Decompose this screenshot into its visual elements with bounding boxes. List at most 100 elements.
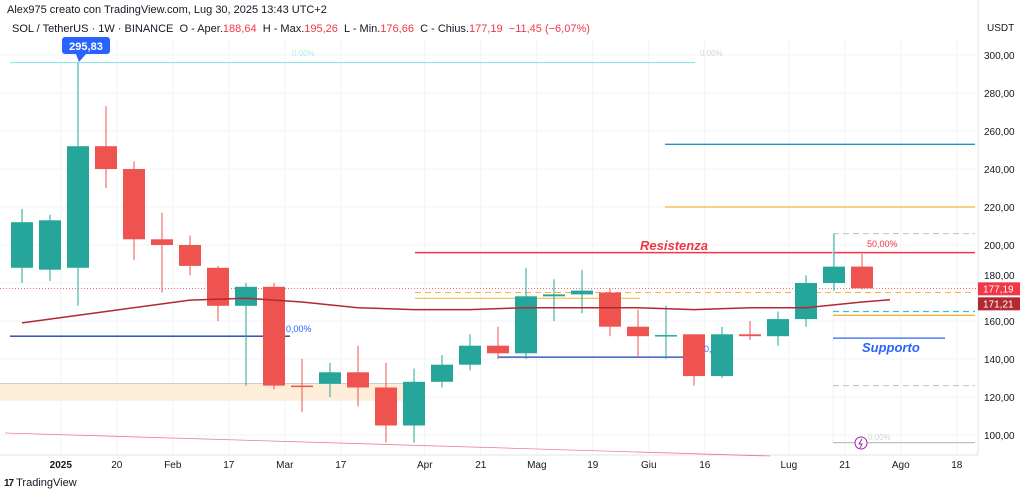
candle bbox=[151, 212, 173, 293]
candle-body bbox=[767, 319, 789, 337]
high-callout-label: 295,83 bbox=[69, 41, 103, 53]
candle-body bbox=[487, 345, 509, 354]
candle bbox=[543, 279, 565, 321]
zone-rectangle bbox=[0, 383, 410, 401]
fib-label: 0,00% bbox=[286, 324, 312, 334]
x-tick-label: 21 bbox=[839, 460, 851, 471]
candle-body bbox=[823, 266, 845, 283]
candle bbox=[403, 368, 425, 443]
x-tick-label: 16 bbox=[699, 460, 711, 471]
candle bbox=[515, 267, 537, 359]
close-value: 177,19 bbox=[469, 23, 503, 35]
y-tick-label: 120,00 bbox=[984, 393, 1015, 404]
resistance-label: Resistenza bbox=[640, 238, 708, 253]
currency-label: USDT bbox=[987, 23, 1014, 34]
candle-body bbox=[459, 345, 481, 365]
candle-body bbox=[347, 372, 369, 388]
low-value: 176,66 bbox=[380, 23, 414, 35]
ohlc-legend: SOL / TetherUS · 1W · BINANCE O - Aper.1… bbox=[12, 23, 590, 35]
x-tick-label: 18 bbox=[951, 460, 963, 471]
candle bbox=[767, 311, 789, 346]
x-tick-label: Giu bbox=[641, 460, 657, 471]
candle-body bbox=[599, 292, 621, 327]
x-tick-label: 17 bbox=[335, 460, 347, 471]
y-tick-label: 160,00 bbox=[984, 317, 1015, 328]
candle-body bbox=[235, 286, 257, 306]
tv-logo-icon: 17 bbox=[4, 477, 14, 489]
low-label: L - Min. bbox=[344, 23, 381, 35]
open-label: O - Aper. bbox=[179, 23, 223, 35]
fib-label: 0,00% bbox=[868, 433, 891, 442]
x-tick-label: Lug bbox=[780, 460, 797, 471]
fib-label: 0,00% bbox=[292, 49, 315, 58]
candle bbox=[795, 275, 817, 327]
y-tick-label: 300,00 bbox=[984, 51, 1015, 62]
x-tick-label: 21 bbox=[475, 460, 487, 471]
fib-50-label: 50,00% bbox=[867, 239, 898, 249]
candle-body bbox=[123, 169, 145, 240]
candle-body bbox=[543, 294, 565, 297]
brand-label: TradingView bbox=[16, 477, 77, 489]
candle bbox=[235, 283, 257, 386]
price-tag bbox=[978, 297, 1020, 311]
candle bbox=[655, 305, 677, 359]
candle bbox=[39, 214, 61, 282]
candle bbox=[291, 359, 313, 413]
candle bbox=[627, 309, 649, 358]
candle bbox=[571, 269, 593, 314]
candle-body bbox=[67, 146, 89, 268]
candle bbox=[711, 326, 733, 378]
candle bbox=[739, 321, 761, 340]
support-label: Supporto bbox=[862, 340, 920, 355]
candle-body bbox=[179, 245, 201, 266]
symbol-label[interactable]: SOL / TetherUS · 1W · BINANCE bbox=[12, 23, 174, 35]
x-tick-label: 17 bbox=[223, 460, 235, 471]
candle-body bbox=[291, 385, 313, 388]
candle bbox=[431, 355, 453, 388]
x-tick-label: Ago bbox=[892, 460, 910, 471]
candle-body bbox=[207, 267, 229, 306]
y-tick-label: 140,00 bbox=[984, 355, 1015, 366]
close-label: C - Chius. bbox=[420, 23, 469, 35]
moving-average-line bbox=[21, 297, 891, 324]
candle bbox=[459, 334, 481, 371]
candle bbox=[319, 362, 341, 397]
tradingview-logo[interactable]: 17 TradingView bbox=[4, 477, 77, 489]
candle-body bbox=[375, 387, 397, 426]
high-value: 195,26 bbox=[304, 23, 338, 35]
candle-body bbox=[95, 146, 117, 169]
candle-body bbox=[571, 290, 593, 295]
candle-body bbox=[403, 381, 425, 426]
x-tick-label: Mag bbox=[527, 460, 546, 471]
candle bbox=[67, 62, 89, 306]
high-label: H - Max. bbox=[262, 23, 305, 35]
open-value: 188,64 bbox=[222, 23, 257, 35]
change-value: −11,45 (−6,07%) bbox=[508, 23, 590, 35]
candle-body bbox=[739, 334, 761, 337]
high-callout-box bbox=[62, 37, 110, 54]
candle-body bbox=[515, 296, 537, 354]
x-tick-label: Mar bbox=[276, 460, 294, 471]
high-callout-pointer bbox=[76, 54, 86, 62]
candle bbox=[95, 106, 117, 188]
y-tick-label: 180,00 bbox=[984, 271, 1015, 282]
candle bbox=[683, 334, 705, 386]
candle-body bbox=[263, 286, 285, 386]
x-tick-label: Feb bbox=[164, 460, 182, 471]
price-tag-label: 171,21 bbox=[983, 299, 1014, 310]
x-tick-label: 2025 bbox=[50, 460, 73, 471]
fib-label: 0,00% bbox=[700, 49, 723, 58]
y-tick-label: 100,00 bbox=[984, 431, 1015, 442]
candle-body bbox=[11, 222, 33, 268]
lightning-glyph bbox=[858, 438, 863, 449]
y-tick-label: 260,00 bbox=[984, 127, 1015, 138]
fib-label: 0, bbox=[704, 344, 712, 354]
y-tick-label: 240,00 bbox=[984, 165, 1015, 176]
y-tick-label: 280,00 bbox=[984, 89, 1015, 100]
candle bbox=[123, 161, 145, 261]
x-tick-label: Apr bbox=[417, 460, 433, 471]
candle bbox=[347, 345, 369, 407]
x-tick-label: 20 bbox=[111, 460, 123, 471]
